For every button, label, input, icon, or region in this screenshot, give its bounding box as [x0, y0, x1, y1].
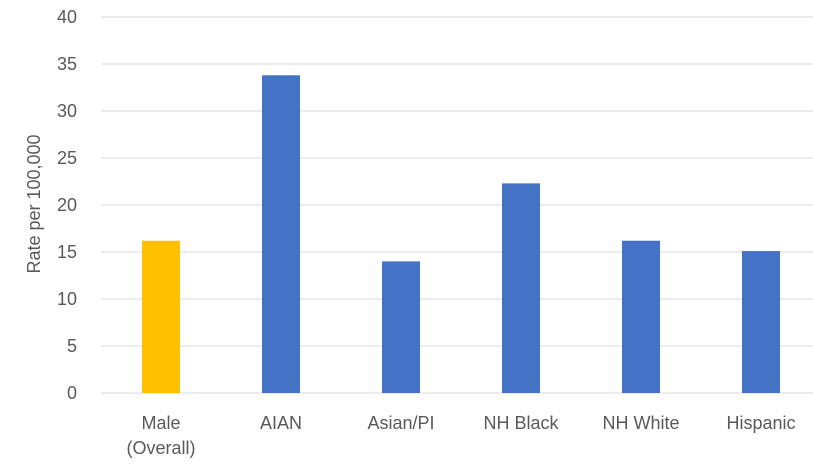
y-tick-label: 10: [57, 289, 77, 309]
x-category-label: Male: [141, 413, 180, 433]
y-tick-label: 35: [57, 54, 77, 74]
bars: [142, 75, 780, 393]
y-tick-label: 25: [57, 148, 77, 168]
bar: [742, 251, 780, 393]
y-tick-label: 0: [67, 383, 77, 403]
bar: [262, 75, 300, 393]
x-category-label: Asian/PI: [367, 413, 434, 433]
y-tick-label: 30: [57, 101, 77, 121]
bar: [142, 240, 180, 393]
gridlines: [101, 16, 813, 394]
bar: [382, 261, 420, 393]
x-category-label: NH Black: [483, 413, 559, 433]
x-category-label: NH White: [602, 413, 679, 433]
y-tick-label: 40: [57, 7, 77, 27]
x-category-label: (Overall): [126, 438, 195, 458]
x-category-label: AIAN: [260, 413, 302, 433]
y-tick-label: 15: [57, 242, 77, 262]
x-axis-categories: Male (Overall) AIAN Asian/PI NH Black NH Whit…: [126, 413, 795, 458]
bar: [502, 183, 540, 393]
y-axis-title: Rate per 100,000: [24, 134, 44, 273]
y-tick-label: 20: [57, 195, 77, 215]
x-category-label: Hispanic: [726, 413, 795, 433]
y-tick-label: 5: [67, 336, 77, 356]
y-axis-ticks: 0 5 10 15 20 25 30 35 40: [57, 7, 77, 403]
bar: [622, 240, 660, 393]
